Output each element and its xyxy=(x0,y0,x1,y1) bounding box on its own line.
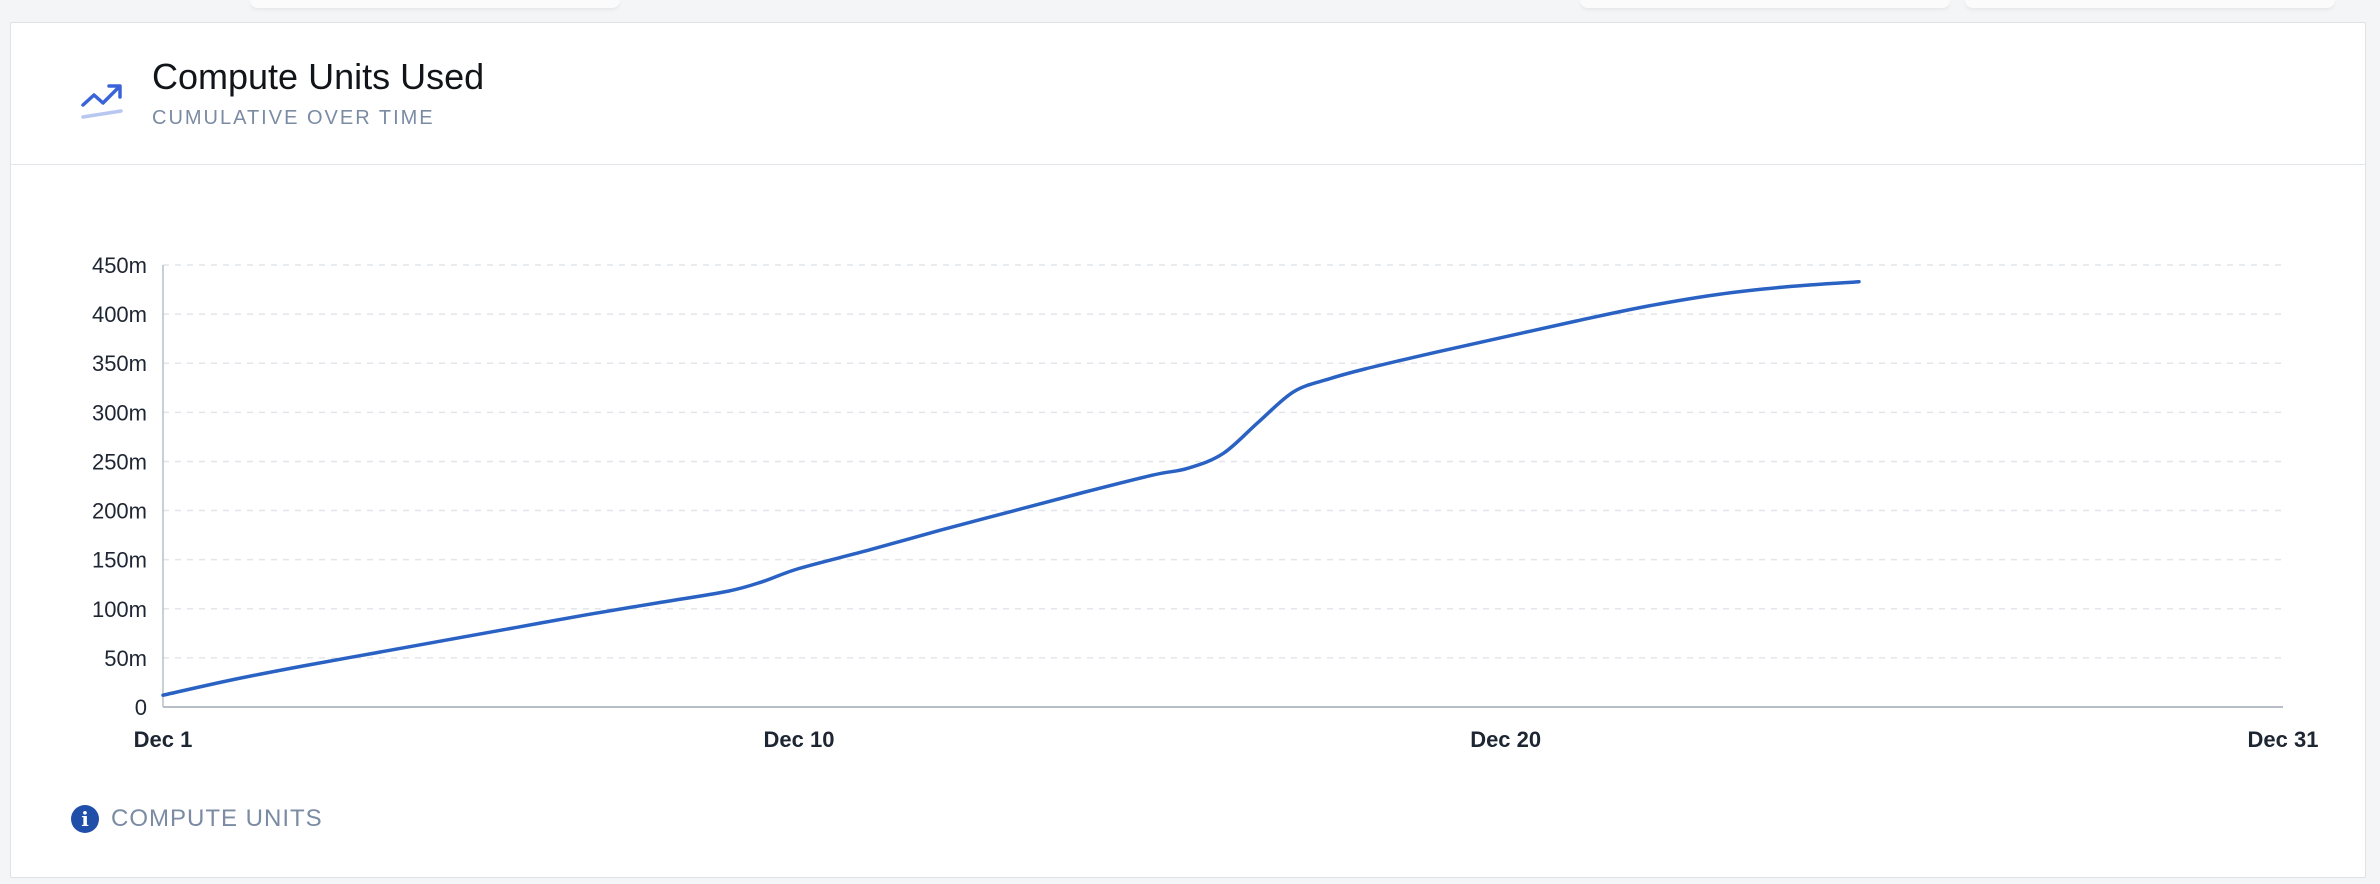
y-tick-label: 450m xyxy=(92,253,147,278)
x-tick-label: Dec 20 xyxy=(1470,727,1541,752)
y-tick-label: 200m xyxy=(92,499,147,524)
series-line[interactable] xyxy=(161,279,1861,697)
grid-lines xyxy=(163,264,2283,659)
card-subtitle: CUMULATIVE OVER TIME xyxy=(152,107,435,129)
y-tick-label: 50m xyxy=(104,646,147,671)
x-tick-label: Dec 31 xyxy=(2248,727,2319,752)
legend-label: COMPUTE UNITS xyxy=(111,805,323,832)
top-tab-right-2 xyxy=(1965,0,2335,8)
series-layer xyxy=(161,279,1861,697)
tick-labels: 0 50m 100m 150m 200m 250m 300m 350m 400m 450m Dec … xyxy=(92,253,2319,752)
card-header: Compute Units Used CUMULATIVE OVER TIME xyxy=(11,23,2365,165)
y-tick-label: 0 xyxy=(135,695,147,720)
y-tick-label: 100m xyxy=(92,597,147,622)
axes xyxy=(162,265,2283,708)
x-tick-label: Dec 10 xyxy=(764,727,835,752)
y-tick-label: 150m xyxy=(92,548,147,573)
line-chart: 0 50m 100m 150m 200m 250m 300m 350m 400m 450m Dec … xyxy=(92,253,2319,752)
info-icon[interactable]: i xyxy=(71,805,99,833)
y-tick-label: 300m xyxy=(92,400,147,425)
y-tick-label: 400m xyxy=(92,302,147,327)
y-tick-label: 250m xyxy=(92,449,147,474)
top-tab-left xyxy=(250,0,620,8)
card-title: Compute Units Used xyxy=(152,56,485,97)
trending-up-icon xyxy=(81,84,123,119)
x-tick-label: Dec 1 xyxy=(134,727,193,752)
compute-units-card: Compute Units Used CUMULATIVE OVER TIME … xyxy=(10,22,2366,878)
y-tick-label: 350m xyxy=(92,351,147,376)
top-tab-right-1 xyxy=(1580,0,1950,8)
legend[interactable]: i COMPUTE UNITS xyxy=(71,805,323,833)
